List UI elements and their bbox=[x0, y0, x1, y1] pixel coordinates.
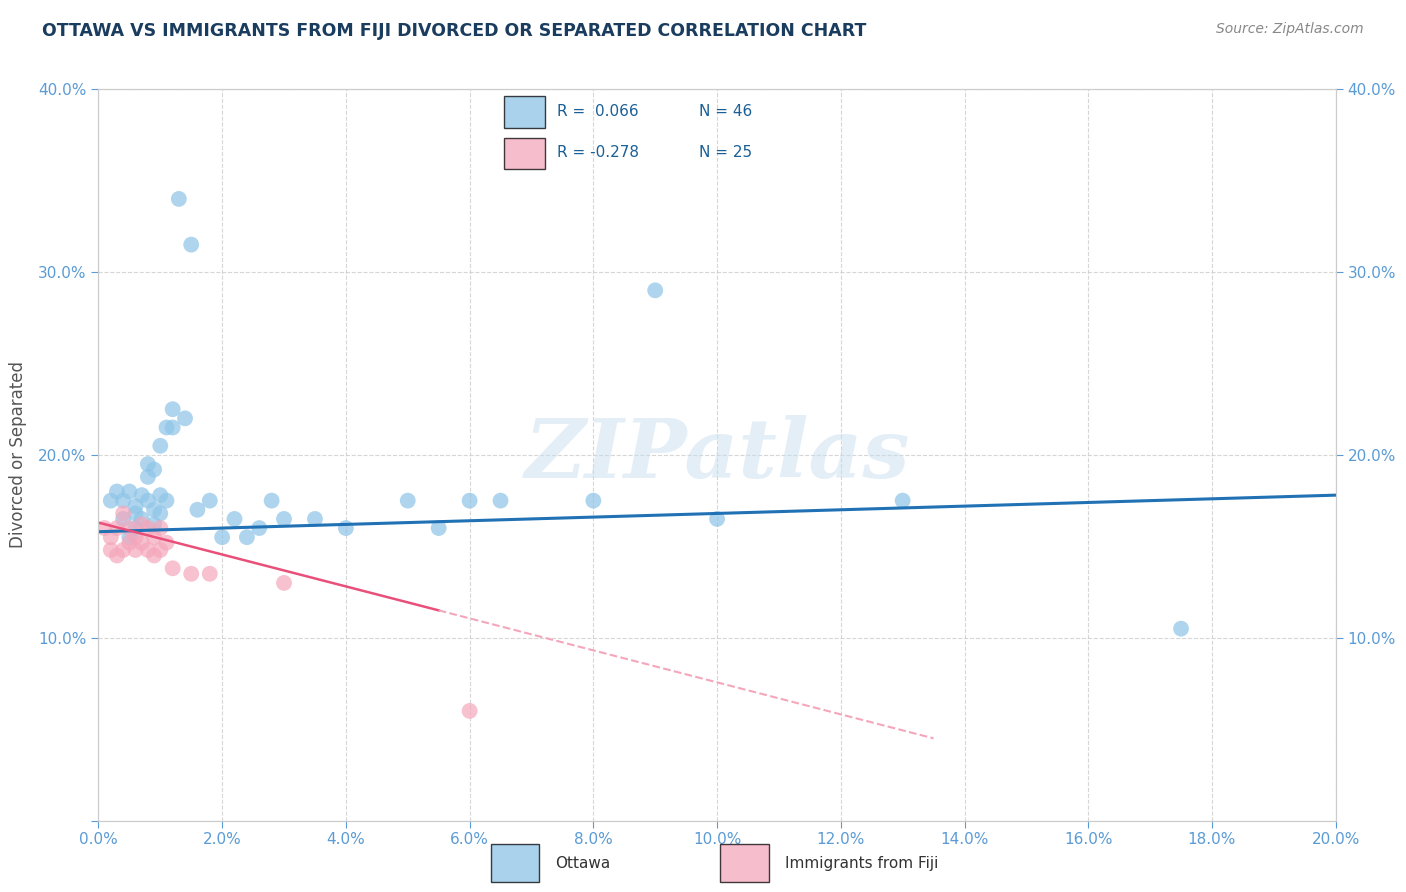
FancyBboxPatch shape bbox=[505, 138, 544, 169]
Point bbox=[100, 543, 122, 558]
FancyBboxPatch shape bbox=[505, 96, 544, 128]
Text: R =  0.066: R = 0.066 bbox=[557, 104, 638, 120]
Point bbox=[198, 493, 221, 508]
Point bbox=[174, 411, 197, 425]
Point bbox=[180, 237, 202, 252]
Text: ZIPatlas: ZIPatlas bbox=[524, 415, 910, 495]
Point bbox=[427, 521, 450, 535]
Point bbox=[458, 493, 481, 508]
Point bbox=[149, 521, 172, 535]
Point bbox=[335, 521, 357, 535]
Text: Ottawa: Ottawa bbox=[555, 855, 610, 871]
Point bbox=[458, 704, 481, 718]
Point bbox=[118, 530, 141, 544]
Point bbox=[136, 470, 159, 484]
Point bbox=[124, 499, 146, 513]
Text: Source: ZipAtlas.com: Source: ZipAtlas.com bbox=[1216, 22, 1364, 37]
Text: R = -0.278: R = -0.278 bbox=[557, 145, 640, 161]
Point bbox=[131, 512, 153, 526]
Point bbox=[396, 493, 419, 508]
Point bbox=[162, 402, 184, 417]
Point bbox=[247, 521, 270, 535]
Text: N = 46: N = 46 bbox=[699, 104, 752, 120]
Point bbox=[224, 512, 246, 526]
FancyBboxPatch shape bbox=[491, 845, 538, 881]
Point bbox=[260, 493, 283, 508]
Point bbox=[582, 493, 605, 508]
Point bbox=[1170, 622, 1192, 636]
Point bbox=[489, 493, 512, 508]
Point bbox=[118, 521, 141, 535]
Point bbox=[118, 484, 141, 499]
Point bbox=[124, 507, 146, 521]
FancyBboxPatch shape bbox=[720, 845, 769, 881]
Point bbox=[100, 530, 122, 544]
Point bbox=[105, 484, 128, 499]
Y-axis label: Divorced or Separated: Divorced or Separated bbox=[8, 361, 27, 549]
Point bbox=[273, 512, 295, 526]
Point bbox=[143, 530, 166, 544]
Point bbox=[112, 543, 135, 558]
Point bbox=[136, 493, 159, 508]
Point bbox=[112, 512, 135, 526]
Point bbox=[112, 493, 135, 508]
Point bbox=[143, 517, 166, 532]
Point bbox=[198, 566, 221, 581]
Point bbox=[149, 507, 172, 521]
Point bbox=[149, 439, 172, 453]
Point bbox=[105, 521, 128, 535]
Point bbox=[136, 543, 159, 558]
Point bbox=[236, 530, 259, 544]
Point bbox=[93, 521, 115, 535]
Point bbox=[143, 502, 166, 516]
Point bbox=[891, 493, 914, 508]
Point bbox=[112, 507, 135, 521]
Point bbox=[155, 493, 177, 508]
Point bbox=[131, 488, 153, 502]
Point bbox=[136, 457, 159, 471]
Point bbox=[118, 535, 141, 549]
Point bbox=[155, 535, 177, 549]
Point bbox=[180, 566, 202, 581]
Point bbox=[149, 488, 172, 502]
Point bbox=[136, 521, 159, 535]
Point bbox=[167, 192, 190, 206]
Point bbox=[155, 420, 177, 434]
Text: Immigrants from Fiji: Immigrants from Fiji bbox=[785, 855, 938, 871]
Point bbox=[124, 521, 146, 535]
Point bbox=[143, 462, 166, 476]
Point bbox=[211, 530, 233, 544]
Point bbox=[706, 512, 728, 526]
Text: OTTAWA VS IMMIGRANTS FROM FIJI DIVORCED OR SEPARATED CORRELATION CHART: OTTAWA VS IMMIGRANTS FROM FIJI DIVORCED … bbox=[42, 22, 866, 40]
Point bbox=[162, 420, 184, 434]
Point bbox=[304, 512, 326, 526]
Point bbox=[124, 543, 146, 558]
Point bbox=[124, 530, 146, 544]
Point bbox=[100, 493, 122, 508]
Point bbox=[143, 549, 166, 563]
Point bbox=[131, 535, 153, 549]
Point bbox=[105, 549, 128, 563]
Point bbox=[131, 517, 153, 532]
Point bbox=[186, 502, 208, 516]
Point bbox=[162, 561, 184, 575]
Text: N = 25: N = 25 bbox=[699, 145, 752, 161]
Point bbox=[149, 543, 172, 558]
Point bbox=[273, 576, 295, 591]
Point bbox=[644, 284, 666, 298]
